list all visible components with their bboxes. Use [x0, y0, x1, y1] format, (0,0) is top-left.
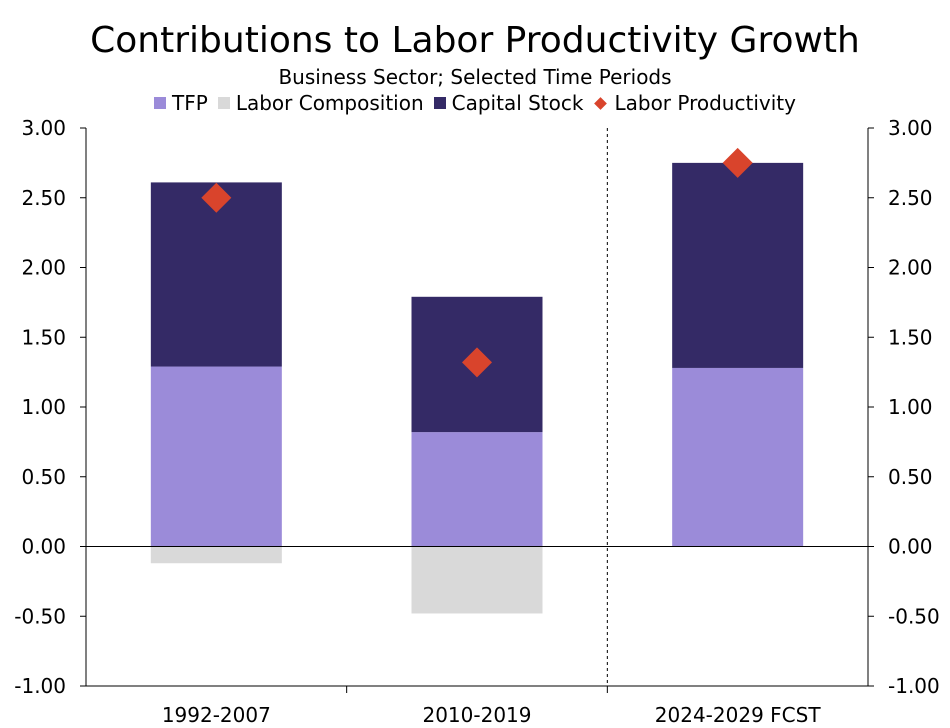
y-tick-label-right: 2.50 — [888, 186, 933, 210]
point-labor-productivity-2 — [462, 347, 492, 378]
legend-item-capital-stock: Capital Stock — [433, 91, 584, 115]
legend-swatch-labor-composition — [217, 97, 230, 109]
y-tick-label-left: 2.00 — [21, 256, 66, 280]
y-tick-label-left: -0.50 — [14, 604, 66, 628]
legend-label-labor-composition: Labor Composition — [235, 91, 424, 115]
legend-swatch-capital-stock — [433, 97, 446, 109]
y-tick-label-right: 3.00 — [888, 116, 933, 140]
bar-tfp-3 — [672, 367, 804, 547]
bar-tfp-1 — [150, 366, 282, 547]
y-tick-label-left: 2.50 — [21, 186, 66, 210]
legend-swatch-tfp — [154, 97, 167, 109]
y-tick-label-left: 0.50 — [21, 465, 66, 489]
y-tick-label-left: -1.00 — [14, 674, 66, 698]
legend-label-capital-stock: Capital Stock — [451, 91, 584, 115]
legend-label-tfp: TFP — [172, 91, 208, 115]
y-tick-label-left: 1.50 — [21, 325, 66, 349]
bar-tfp-2 — [411, 432, 543, 547]
y-tick-label-right: 0.00 — [888, 535, 933, 559]
chart-subtitle: Business Sector; Selected Time Periods — [278, 65, 672, 89]
y-tick-label-left: 1.00 — [21, 395, 66, 419]
bar-labor-composition-2 — [411, 546, 543, 614]
y-tick-label-right: 2.00 — [888, 256, 933, 280]
legend-item-labor-composition: Labor Composition — [217, 91, 424, 115]
x-tick-label: 2010-2019 — [422, 703, 531, 727]
legend: TFP Labor Composition Capital Stock Labo… — [0, 90, 950, 116]
y-tick-label-right: -0.50 — [888, 604, 940, 628]
bar-capital-stock-3 — [672, 162, 804, 368]
bar-capital-stock-1 — [150, 182, 282, 367]
chart-title: Contributions to Labor Productivity Grow… — [90, 20, 860, 61]
legend-label-labor-productivity: Labor Productivity — [614, 91, 796, 115]
point-labor-productivity-3 — [722, 147, 753, 178]
y-tick-label-right: 1.00 — [888, 395, 933, 419]
x-tick-label: 2024-2029 FCST — [655, 703, 822, 727]
legend-item-tfp: TFP — [154, 91, 208, 115]
bar-labor-composition-1 — [150, 546, 282, 564]
point-labor-productivity-1 — [201, 182, 232, 213]
y-tick-label-left: 3.00 — [21, 116, 66, 140]
y-tick-label-right: 1.50 — [888, 325, 933, 349]
x-tick-label: 1992-2007 — [162, 703, 271, 727]
y-tick-label-left: 0.00 — [21, 535, 66, 559]
y-tick-label-right: -1.00 — [888, 674, 940, 698]
legend-item-labor-productivity: Labor Productivity — [593, 91, 796, 115]
y-tick-label-right: 0.50 — [888, 465, 933, 489]
